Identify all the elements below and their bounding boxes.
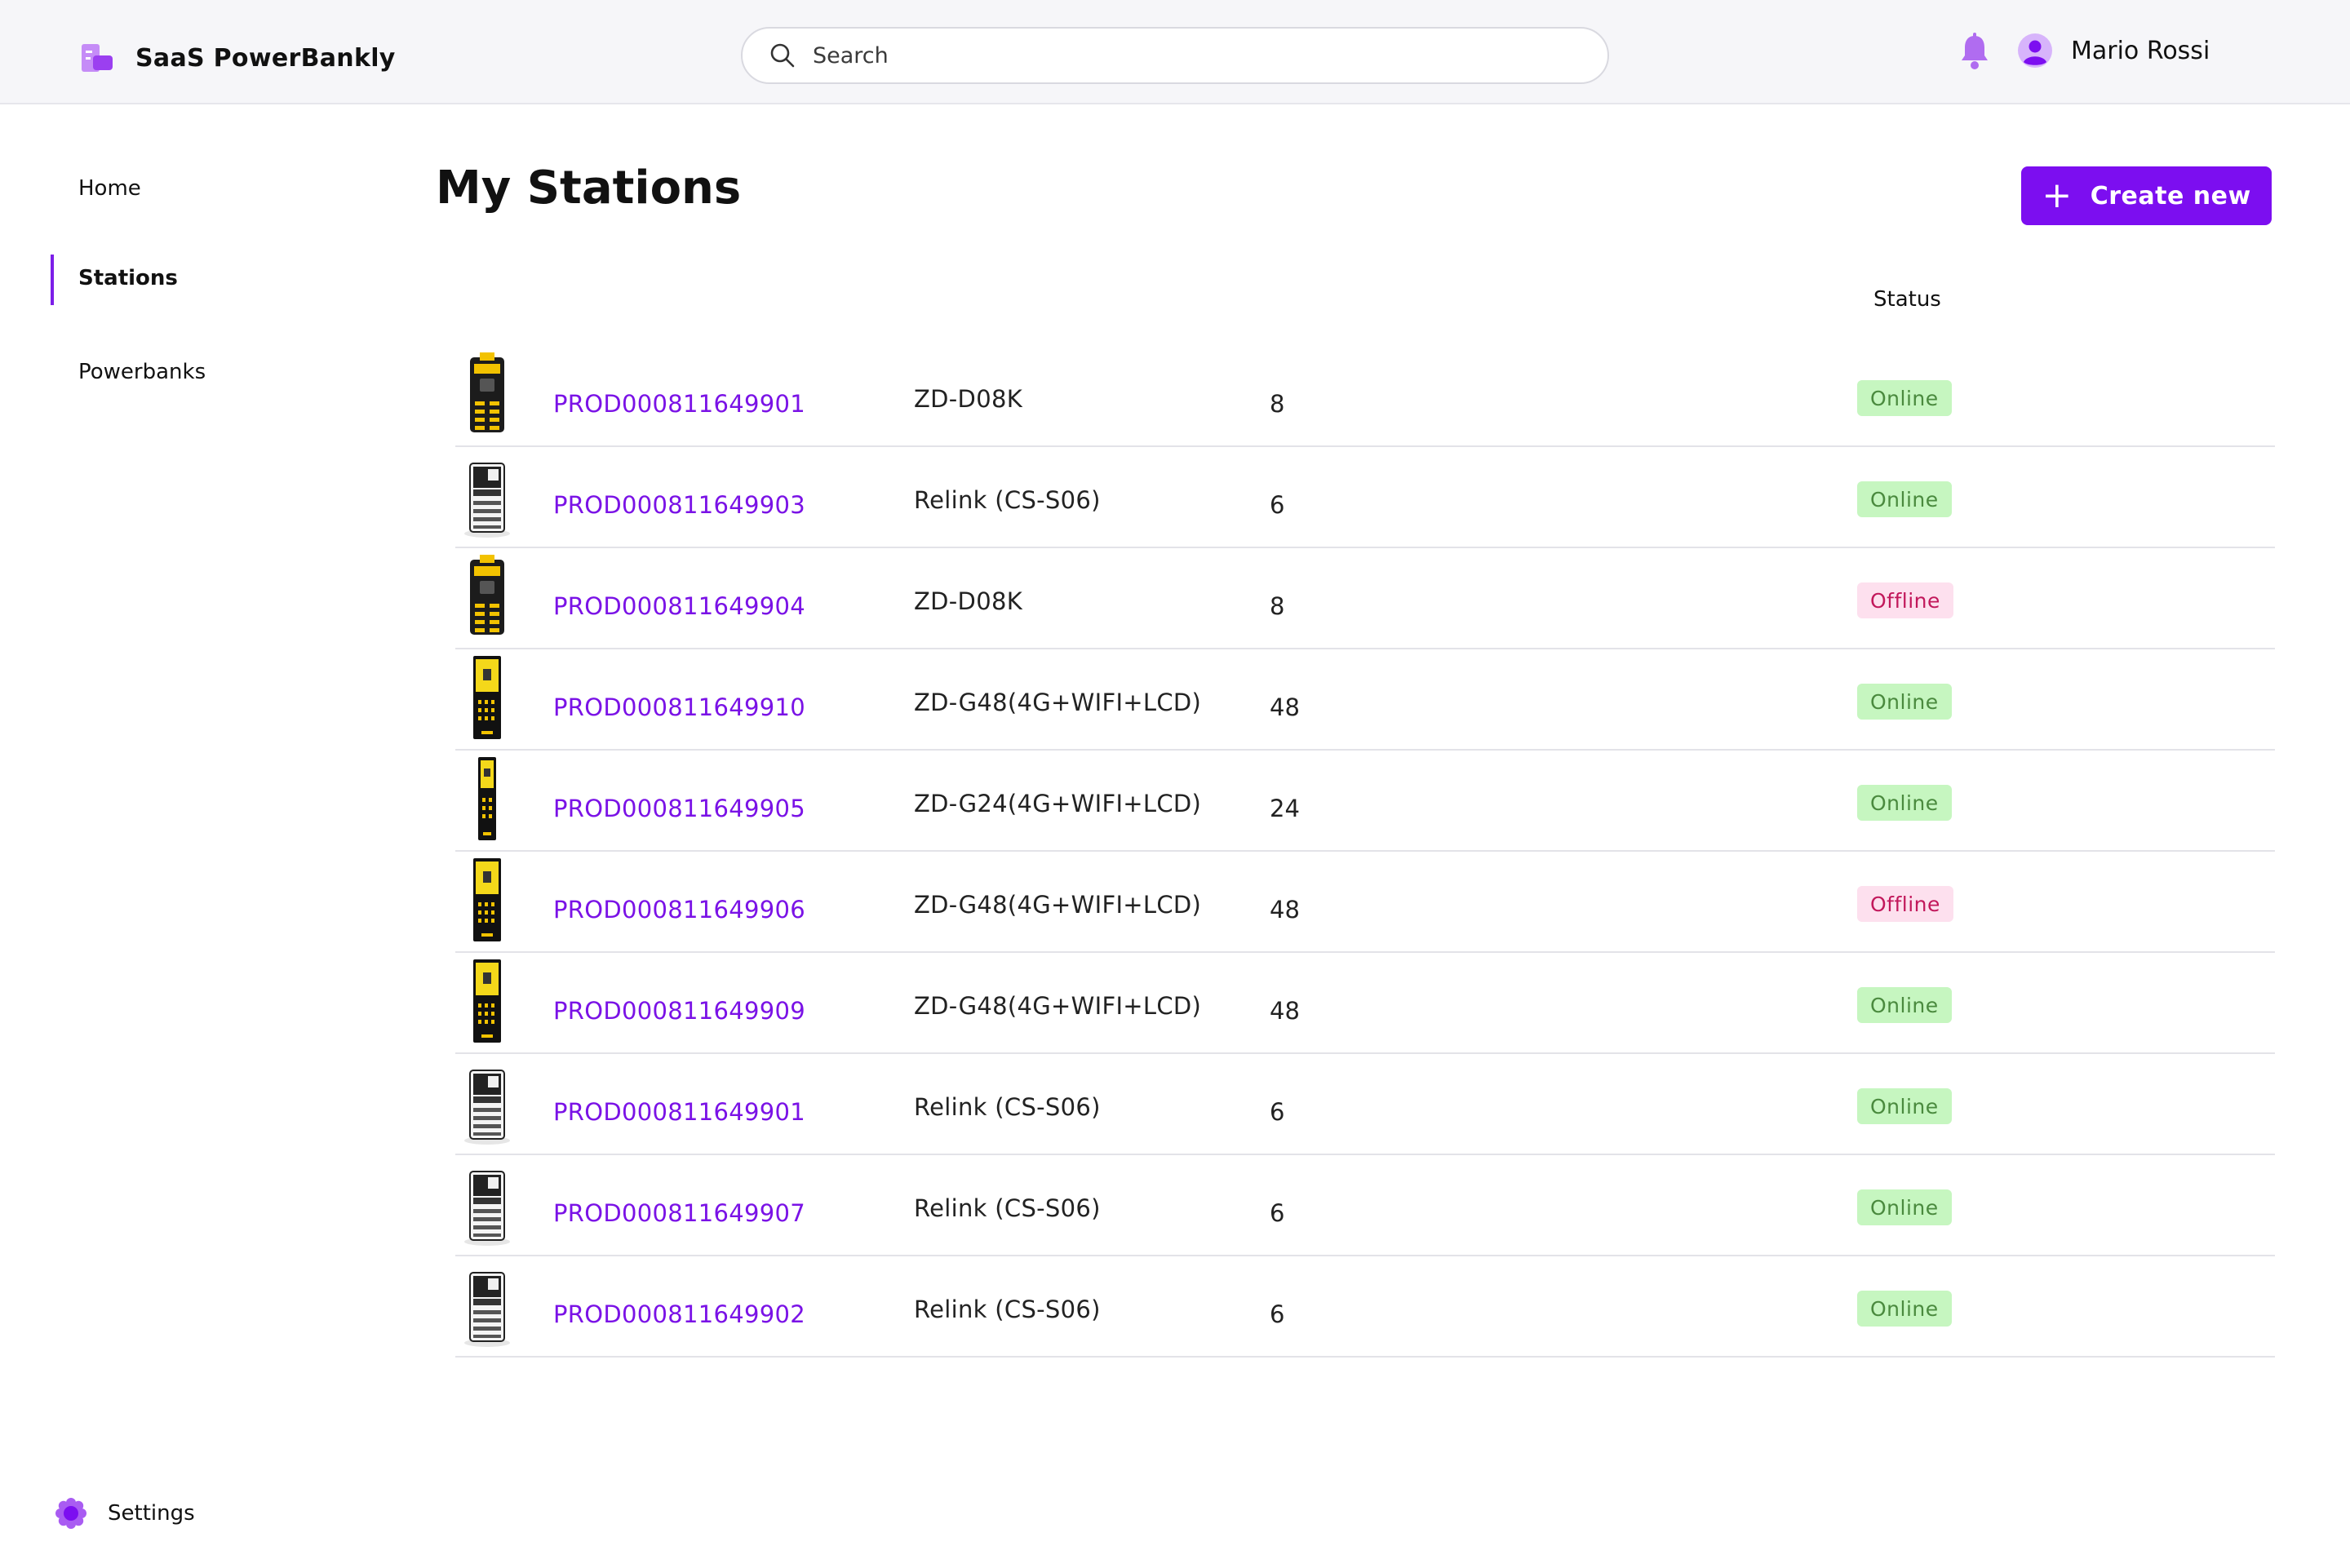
station-relink-thumbnail — [464, 1171, 510, 1246]
top-header: SaaS PowerBankly Mario Rossi — [0, 0, 2350, 104]
status-badge: Offline — [1857, 582, 1953, 618]
gear-icon — [55, 1498, 86, 1529]
station-slots: 8 — [1270, 390, 1285, 418]
station-model: ZD-G48(4G+WIFI+LCD) — [914, 891, 1202, 919]
avatar-icon — [2018, 33, 2052, 68]
sidebar-item-powerbanks[interactable]: Powerbanks — [78, 360, 206, 384]
status-badge: Online — [1857, 1291, 1952, 1327]
station-relink-thumbnail — [464, 1272, 510, 1347]
status-badge: Offline — [1857, 886, 1953, 922]
station-id-link[interactable]: PROD000811649910 — [553, 693, 806, 721]
station-slots: 24 — [1270, 795, 1300, 822]
station-id-link[interactable]: PROD000811649901 — [553, 1098, 806, 1126]
stations-table: PROD000811649901 ZD-D08K 8 Online PROD00… — [455, 346, 2275, 1358]
status-badge: Online — [1857, 1088, 1952, 1124]
table-row[interactable]: PROD000811649904 ZD-D08K 8 Offline — [455, 548, 2275, 649]
sidebar-item-home[interactable]: Home — [78, 176, 141, 201]
station-g48-thumbnail — [473, 858, 501, 941]
status-badge: Online — [1857, 785, 1952, 821]
station-slots: 6 — [1270, 1098, 1285, 1126]
station-slots: 8 — [1270, 592, 1285, 620]
notification-bell-icon[interactable] — [1958, 33, 1991, 72]
active-nav-indicator — [51, 255, 54, 305]
sidebar: Home Stations Powerbanks — [0, 106, 392, 1568]
table-row[interactable]: PROD000811649910 ZD-G48(4G+WIFI+LCD) 48 … — [455, 649, 2275, 751]
table-row[interactable]: PROD000811649903 Relink (CS-S06) 6 Onlin… — [455, 447, 2275, 548]
search-icon — [770, 43, 795, 68]
station-d08k-thumbnail — [470, 555, 504, 635]
station-model: ZD-D08K — [914, 587, 1023, 615]
create-new-label: Create new — [2090, 181, 2251, 210]
create-new-button[interactable]: + Create new — [2021, 166, 2272, 225]
status-badge: Online — [1857, 380, 1952, 416]
station-slots: 48 — [1270, 997, 1300, 1025]
table-row[interactable]: PROD000811649906 ZD-G48(4G+WIFI+LCD) 48 … — [455, 852, 2275, 953]
station-model: ZD-G48(4G+WIFI+LCD) — [914, 992, 1202, 1020]
station-slots: 6 — [1270, 1199, 1285, 1227]
brand-logo-icon — [82, 44, 113, 72]
station-g24-thumbnail — [478, 757, 496, 840]
station-d08k-thumbnail — [470, 352, 504, 432]
station-model: Relink (CS-S06) — [914, 1296, 1101, 1323]
station-id-link[interactable]: PROD000811649905 — [553, 795, 806, 822]
table-row[interactable]: PROD000811649905 ZD-G24(4G+WIFI+LCD) 24 … — [455, 751, 2275, 852]
station-id-link[interactable]: PROD000811649901 — [553, 390, 806, 418]
station-g48-thumbnail — [473, 959, 501, 1043]
station-slots: 48 — [1270, 693, 1300, 721]
station-relink-thumbnail — [464, 1070, 510, 1145]
table-row[interactable]: PROD000811649902 Relink (CS-S06) 6 Onlin… — [455, 1256, 2275, 1358]
settings-link[interactable]: Settings — [54, 1496, 195, 1530]
table-row[interactable]: PROD000811649907 Relink (CS-S06) 6 Onlin… — [455, 1155, 2275, 1256]
station-id-link[interactable]: PROD000811649902 — [553, 1300, 806, 1328]
station-model: Relink (CS-S06) — [914, 1194, 1101, 1222]
plus-icon: + — [2042, 175, 2073, 216]
page-title: My Stations — [436, 162, 742, 215]
station-g48-thumbnail — [473, 656, 501, 739]
table-row[interactable]: PROD000811649909 ZD-G48(4G+WIFI+LCD) 48 … — [455, 953, 2275, 1054]
station-model: Relink (CS-S06) — [914, 1093, 1101, 1121]
user-menu[interactable]: Mario Rossi — [2017, 33, 2210, 69]
status-badge: Online — [1857, 481, 1952, 517]
station-id-link[interactable]: PROD000811649906 — [553, 896, 806, 924]
station-model: ZD-D08K — [914, 385, 1023, 413]
user-name: Mario Rossi — [2071, 36, 2210, 65]
station-id-link[interactable]: PROD000811649907 — [553, 1199, 806, 1227]
status-badge: Online — [1857, 684, 1952, 720]
search-input[interactable] — [813, 42, 1547, 69]
table-row[interactable]: PROD000811649901 ZD-D08K 8 Online — [455, 346, 2275, 447]
station-id-link[interactable]: PROD000811649904 — [553, 592, 806, 620]
brand[interactable]: SaaS PowerBankly — [78, 39, 396, 77]
station-relink-thumbnail — [464, 463, 510, 538]
station-id-link[interactable]: PROD000811649903 — [553, 491, 806, 519]
station-id-link[interactable]: PROD000811649909 — [553, 997, 806, 1025]
status-badge: Online — [1857, 1189, 1952, 1225]
station-slots: 6 — [1270, 1300, 1285, 1328]
search-bar[interactable] — [741, 27, 1609, 84]
station-model: ZD-G24(4G+WIFI+LCD) — [914, 790, 1202, 817]
station-slots: 6 — [1270, 491, 1285, 519]
settings-label: Settings — [108, 1501, 195, 1526]
table-row[interactable]: PROD000811649901 Relink (CS-S06) 6 Onlin… — [455, 1054, 2275, 1155]
station-model: Relink (CS-S06) — [914, 486, 1101, 514]
brand-name: SaaS PowerBankly — [135, 43, 396, 73]
sidebar-item-stations[interactable]: Stations — [78, 266, 178, 290]
status-badge: Online — [1857, 987, 1952, 1023]
station-model: ZD-G48(4G+WIFI+LCD) — [914, 689, 1202, 716]
station-slots: 48 — [1270, 896, 1300, 924]
column-header-status: Status — [1873, 287, 1941, 312]
